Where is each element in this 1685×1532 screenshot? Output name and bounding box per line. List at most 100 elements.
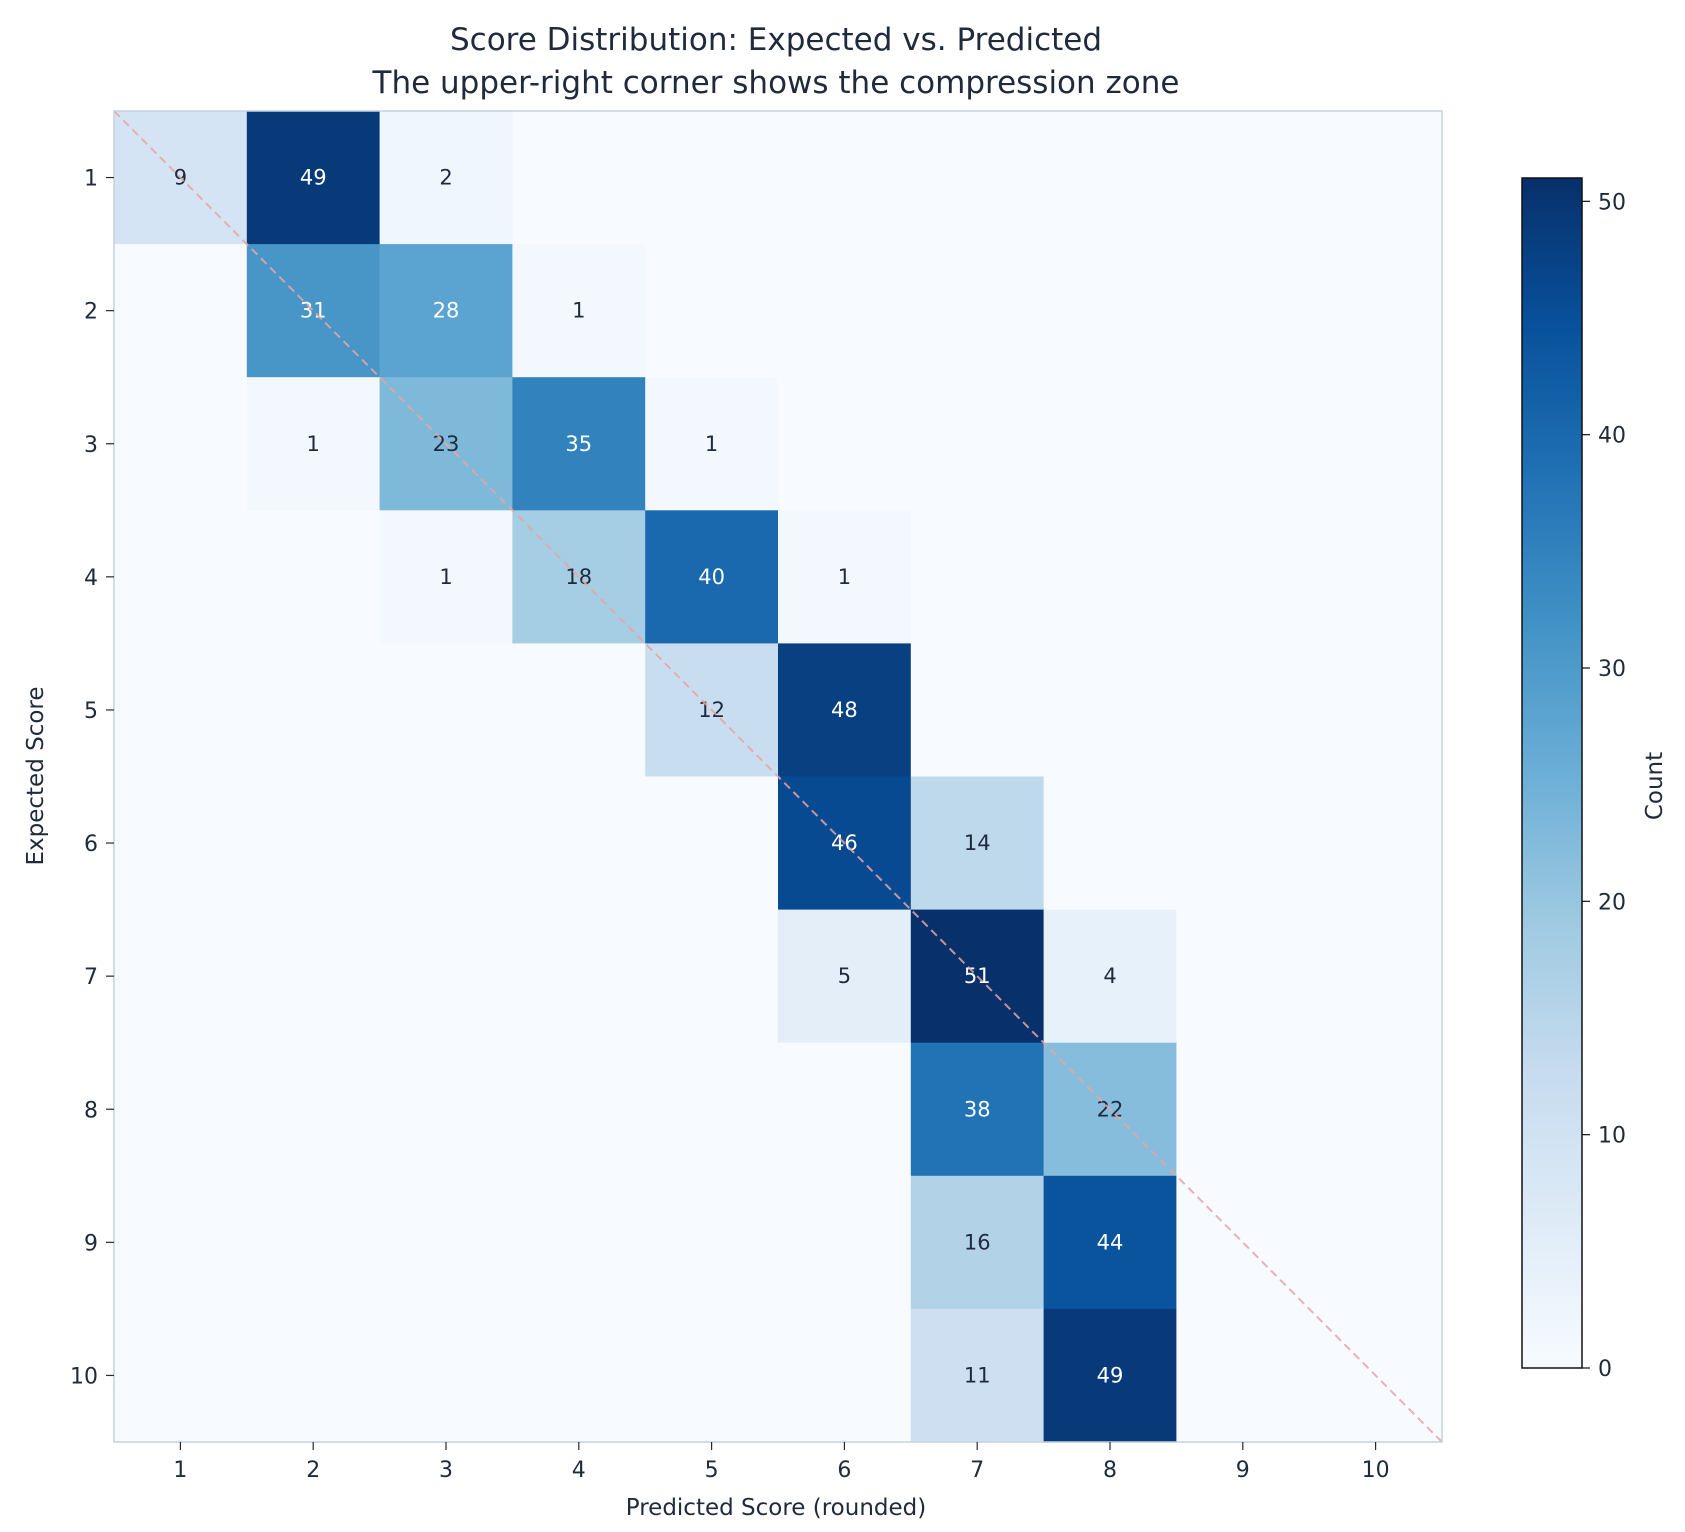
heatmap-cell xyxy=(778,1308,912,1443)
heatmap-cell xyxy=(1309,1175,1443,1310)
plot-frame xyxy=(113,110,1443,1443)
heatmap-cell xyxy=(910,1042,1045,1177)
heatmap-cell xyxy=(1176,377,1310,511)
x-tick-label: 5 xyxy=(705,1458,719,1483)
cell-value-label: 14 xyxy=(964,831,991,855)
heatmap-cell xyxy=(246,643,381,778)
colorbar-tick-label: 0 xyxy=(1598,1357,1612,1382)
heatmap-cell xyxy=(379,909,513,1044)
colorbar-tick-label: 40 xyxy=(1598,424,1626,449)
cell-value-label: 11 xyxy=(964,1363,991,1387)
y-tick-label: 10 xyxy=(70,1364,98,1389)
y-axis-label: Expected Score xyxy=(23,686,49,865)
heatmap-cell xyxy=(114,643,248,778)
heatmap-cell xyxy=(645,909,779,1044)
x-tick-label: 4 xyxy=(572,1458,586,1483)
heatmap-cell xyxy=(910,244,1045,378)
cell-value-label: 5 xyxy=(838,964,851,988)
y-tick-label: 9 xyxy=(84,1231,98,1256)
heatmap-cell xyxy=(1043,111,1177,245)
heatmap-cell xyxy=(1176,244,1310,378)
heatmap-cell xyxy=(1176,111,1310,245)
cell-value-label: 1 xyxy=(838,565,851,589)
cell-value-label: 2 xyxy=(439,166,452,190)
cell-value-label: 1 xyxy=(705,432,718,456)
heatmap-cell xyxy=(1176,643,1310,778)
heatmap-cells xyxy=(114,111,1443,1443)
y-tick-label: 3 xyxy=(84,433,98,458)
heatmap-cell xyxy=(246,1175,381,1310)
colorbar-tick-label: 30 xyxy=(1598,657,1626,682)
cell-value-label: 38 xyxy=(964,1097,991,1121)
x-tick-label: 3 xyxy=(439,1458,453,1483)
heatmap-cell xyxy=(512,1042,646,1177)
heatmap-cell xyxy=(246,776,381,911)
chart-subtitle: The upper-right corner shows the compres… xyxy=(372,65,1180,101)
cell-value-label: 1 xyxy=(439,565,452,589)
heatmap-cell xyxy=(645,1042,779,1177)
heatmap-cell xyxy=(379,244,513,378)
heatmap-cell xyxy=(246,1042,381,1177)
heatmap-cell xyxy=(645,1175,779,1310)
heatmap-cell xyxy=(114,377,248,511)
x-tick-label: 7 xyxy=(970,1458,984,1483)
heatmap-cell xyxy=(645,1308,779,1443)
heatmap-cell xyxy=(379,1042,513,1177)
heatmap-cell xyxy=(1043,244,1177,378)
heatmap-cell xyxy=(512,1308,646,1443)
heatmap-cell xyxy=(1043,776,1177,911)
heatmap-cell xyxy=(1176,1042,1310,1177)
heatmap-cell xyxy=(645,377,779,511)
heatmap-cell xyxy=(778,1042,912,1177)
heatmap-cell xyxy=(114,1308,248,1443)
diagonal-reference-line xyxy=(113,110,1443,1443)
heatmap-cell xyxy=(114,909,248,1044)
heatmap-cell xyxy=(379,643,513,778)
heatmap-cell xyxy=(1309,510,1443,644)
y-tick-label: 2 xyxy=(84,300,98,325)
heatmap-cell xyxy=(512,244,646,378)
cell-value-label: 44 xyxy=(1097,1230,1124,1254)
heatmap-cell xyxy=(1043,643,1177,778)
heatmap-cell xyxy=(114,1175,248,1310)
heatmap-cell xyxy=(645,776,779,911)
heatmap-cell xyxy=(910,510,1045,644)
heatmap-cell xyxy=(645,244,779,378)
heatmap-cell xyxy=(1309,377,1443,511)
heatmap-cell xyxy=(1309,1042,1443,1177)
heatmap-cell xyxy=(910,111,1045,245)
heatmap-cell xyxy=(910,1308,1045,1443)
heatmap-cell xyxy=(1176,909,1310,1044)
chart-title: Score Distribution: Expected vs. Predict… xyxy=(450,22,1102,58)
cell-value-label: 48 xyxy=(831,698,858,722)
colorbar xyxy=(1521,177,1583,1369)
x-tick-label: 1 xyxy=(173,1458,187,1483)
heatmap-cell xyxy=(512,1175,646,1310)
heatmap-cell xyxy=(114,510,248,644)
heatmap-cell xyxy=(778,909,912,1044)
heatmap-cell xyxy=(512,909,646,1044)
heatmap-cell xyxy=(512,377,646,511)
heatmap-cell xyxy=(1043,377,1177,511)
heatmap-cell xyxy=(1309,244,1443,378)
heatmap-cell xyxy=(1043,510,1177,644)
y-tick-label: 1 xyxy=(84,167,98,192)
cell-value-label: 49 xyxy=(1097,1363,1124,1387)
cell-value-label: 49 xyxy=(300,166,327,190)
heatmap-cell xyxy=(910,643,1045,778)
heatmap-cell xyxy=(645,510,779,644)
heatmap-cell xyxy=(1043,909,1177,1044)
heatmap-cell xyxy=(1176,776,1310,911)
heatmap-cell xyxy=(778,377,912,511)
y-tick-label: 4 xyxy=(84,566,98,591)
y-axis-ticks: 1 2 3 4 5 6 7 8 9 10 xyxy=(70,167,114,1389)
heatmap-cell xyxy=(645,111,779,245)
heatmap-cell xyxy=(1176,510,1310,644)
heatmap-cell xyxy=(1309,111,1443,245)
colorbar-tick-label: 20 xyxy=(1598,890,1626,915)
x-tick-label: 8 xyxy=(1103,1458,1117,1483)
heatmap-cell xyxy=(910,377,1045,511)
y-tick-label: 5 xyxy=(84,699,98,724)
y-tick-label: 6 xyxy=(84,832,98,857)
